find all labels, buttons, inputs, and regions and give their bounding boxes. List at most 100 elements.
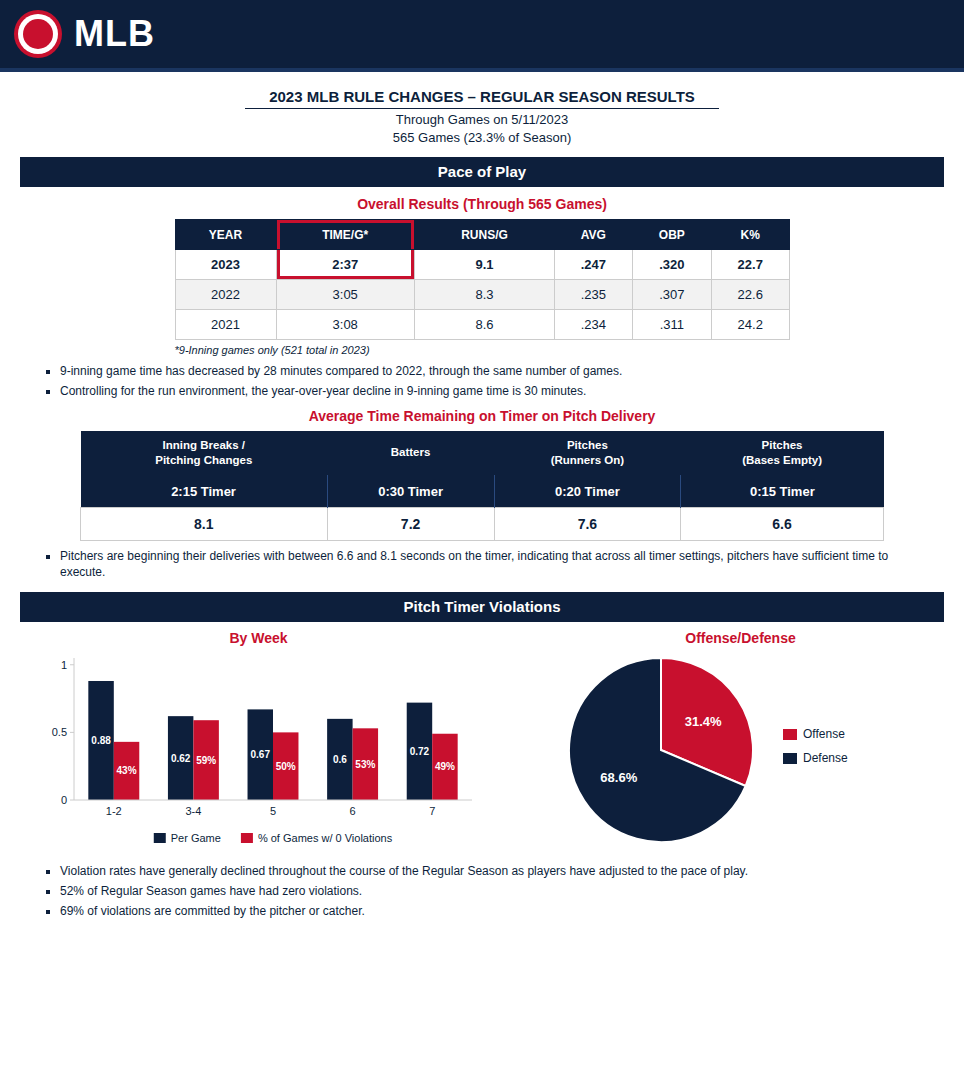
pie-chart: Offense/Defense31.4%68.6%OffenseDefense <box>551 630 931 856</box>
axis-line <box>74 800 472 801</box>
table-cell: 3:05 <box>276 280 414 310</box>
subtitle: 565 Games (23.3% of Season) <box>0 130 964 145</box>
table-row: 20223:058.3.235.30722.6 <box>175 280 789 310</box>
table-header: AVG <box>555 220 632 250</box>
data-label: 59% <box>196 755 216 766</box>
tick-label: 0 <box>60 794 66 806</box>
table-header: OBP <box>632 220 711 250</box>
data-label: 68.6% <box>600 770 637 785</box>
title: 2023 MLB RULE CHANGES – REGULAR SEASON R… <box>245 88 719 109</box>
tick-label: 0.5 <box>51 727 66 739</box>
tick-mark <box>70 665 74 666</box>
bar <box>247 710 272 801</box>
table-row: 8.17.27.66.6 <box>81 508 884 541</box>
table-header: K% <box>712 220 789 250</box>
bullet: 69% of violations are committed by the p… <box>60 904 922 920</box>
pie-slice <box>569 658 746 842</box>
table-cell: 8.3 <box>414 280 554 310</box>
table-cell: 0:30 Timer <box>327 475 494 508</box>
subtitle: Through Games on 5/11/2023 <box>0 112 964 127</box>
tick-label: 1-2 <box>105 805 121 817</box>
table-cell: 2021 <box>175 310 276 340</box>
table-cell: 9.1 <box>414 250 554 280</box>
legend-label: Offense <box>803 727 845 741</box>
table-cell: 24.2 <box>712 310 789 340</box>
data-labels: 31.4%68.6% <box>600 714 722 785</box>
bar-svg: 00.510.880.620.670.60.7243%59%50%53%49%1… <box>34 650 484 856</box>
table-header: YEAR <box>175 220 276 250</box>
bar <box>113 742 138 800</box>
logo <box>14 10 62 58</box>
tick-label: 7 <box>429 805 435 817</box>
table-header: Inning Breaks / Pitching Changes <box>81 431 328 475</box>
table-cell: 0:15 Timer <box>681 475 884 508</box>
table-cell: 8.6 <box>414 310 554 340</box>
data-label: 0.67 <box>250 750 270 761</box>
table-cell: 2022 <box>175 280 276 310</box>
data-label: 0.6 <box>332 754 346 765</box>
table-cell: 6.6 <box>681 508 884 541</box>
bar <box>167 717 192 801</box>
legend-label: Defense <box>803 751 848 765</box>
logo-ring <box>23 19 53 49</box>
table: Inning Breaks / Pitching ChangesBattersP… <box>80 431 884 541</box>
table-row: YEARTIME/G*RUNS/GAVGOBPK% <box>175 220 789 250</box>
table-cell: 7.6 <box>494 508 681 541</box>
table-cell: .311 <box>632 310 711 340</box>
table: YEARTIME/G*RUNS/GAVGOBPK%20232:379.1.247… <box>175 219 790 340</box>
tick-label: 6 <box>349 805 355 817</box>
table-cell: .307 <box>632 280 711 310</box>
bar <box>273 733 298 801</box>
bar <box>352 729 377 801</box>
tick-label: 1 <box>60 659 66 671</box>
data-label: 53% <box>355 759 375 770</box>
table-row: 20232:379.1.247.32022.7 <box>175 250 789 280</box>
tick-label: 5 <box>269 805 275 817</box>
legend: Offense Defense <box>783 727 848 765</box>
table-title: Overall Results (Through 565 Games) <box>0 196 964 212</box>
legend-swatch <box>153 833 165 843</box>
bar-chart: By Week00.510.880.620.670.60.7243%59%50%… <box>34 630 484 856</box>
table-title: Average Time Remaining on Timer on Pitch… <box>0 408 964 424</box>
table-header: Pitches (Runners On) <box>494 431 681 475</box>
tick-label: 3-4 <box>185 805 201 817</box>
accent-line <box>0 68 964 72</box>
table-row: 20213:088.6.234.31124.2 <box>175 310 789 340</box>
legend-swatch <box>240 833 252 843</box>
table-row: Inning Breaks / Pitching ChangesBattersP… <box>81 431 884 475</box>
bullet-list: 9-inning game time has decreased by 28 m… <box>0 364 964 399</box>
legend-swatch <box>783 729 797 740</box>
legend: Per Game% of Games w/ 0 Violations <box>153 832 392 844</box>
table-cell: 22.6 <box>712 280 789 310</box>
data-label: 43% <box>116 766 136 777</box>
charts-row: By Week00.510.880.620.670.60.7243%59%50%… <box>0 630 964 856</box>
pie-svg: 31.4%68.6% Offense Defense <box>551 650 931 856</box>
bullet: 52% of Regular Season games have had zer… <box>60 884 922 900</box>
table-cell: .234 <box>555 310 632 340</box>
table-header: Batters <box>327 431 494 475</box>
table-cell: 2023 <box>175 250 276 280</box>
bullet: 9-inning game time has decreased by 28 m… <box>60 364 922 380</box>
bullet-list: Pitchers are beginning their deliveries … <box>0 549 964 580</box>
table-cell: 0:20 Timer <box>494 475 681 508</box>
data-label: 0.88 <box>91 735 111 746</box>
footnote: *9-Inning games only (521 total in 2023) <box>175 344 790 356</box>
table-cell: .235 <box>555 280 632 310</box>
section-bar: Pitch Timer Violations <box>20 592 944 622</box>
data-label: 49% <box>434 762 454 773</box>
legend-label: Per Game <box>170 832 220 844</box>
header-bar: MLB <box>0 0 964 68</box>
data-label: 0.62 <box>170 753 190 764</box>
table-header: Pitches (Bases Empty) <box>681 431 884 475</box>
table-cell: 7.2 <box>327 508 494 541</box>
axis-line <box>73 658 74 800</box>
wedges <box>569 658 753 842</box>
table-row: 2:15 Timer0:30 Timer0:20 Timer0:15 Timer <box>81 475 884 508</box>
logo-ring <box>14 10 62 58</box>
tick-mark <box>70 800 74 801</box>
table-header: RUNS/G <box>414 220 554 250</box>
brand: MLB <box>74 13 155 55</box>
table-cell: 2:37 <box>276 250 414 280</box>
chart-title: By Week <box>229 630 287 646</box>
table-cell: 3:08 <box>276 310 414 340</box>
